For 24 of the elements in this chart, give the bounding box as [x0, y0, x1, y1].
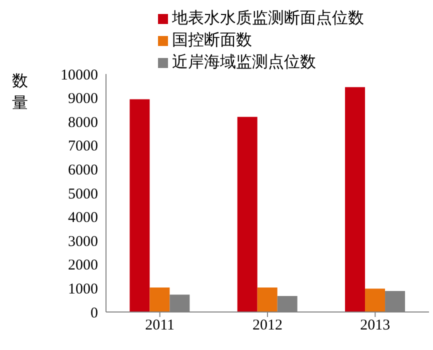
y-axis-title: 数量	[12, 73, 28, 112]
y-tick-label: 0	[90, 305, 98, 322]
x-tick-label: 2012	[252, 318, 282, 334]
y-tick-label: 8000	[68, 114, 98, 131]
y-tick-label: 1000	[68, 282, 98, 298]
x-tick-label: 2011	[145, 318, 175, 334]
bar	[257, 287, 278, 312]
legend-label: 地表水水质监测断面点位数	[172, 10, 364, 27]
y-tick-label: 6000	[68, 162, 98, 179]
y-tick-label: 3000	[68, 234, 98, 250]
bar	[345, 87, 366, 312]
bar	[237, 116, 258, 312]
y-tick-label: 10000	[60, 67, 98, 84]
bar	[130, 99, 150, 312]
bar	[150, 287, 170, 312]
y-tick-label: 2000	[68, 258, 98, 274]
bar	[365, 288, 386, 312]
y-tick-label: 4000	[68, 210, 98, 226]
y-tick-label: 5000	[68, 186, 98, 202]
y-tick-label: 7000	[68, 138, 98, 155]
y-tick-label: 9000	[68, 91, 98, 108]
legend-label: 国控断面数	[172, 32, 252, 49]
x-tick-label: 2013	[360, 318, 390, 334]
legend-label: 近岸海域监测点位数	[172, 54, 316, 71]
